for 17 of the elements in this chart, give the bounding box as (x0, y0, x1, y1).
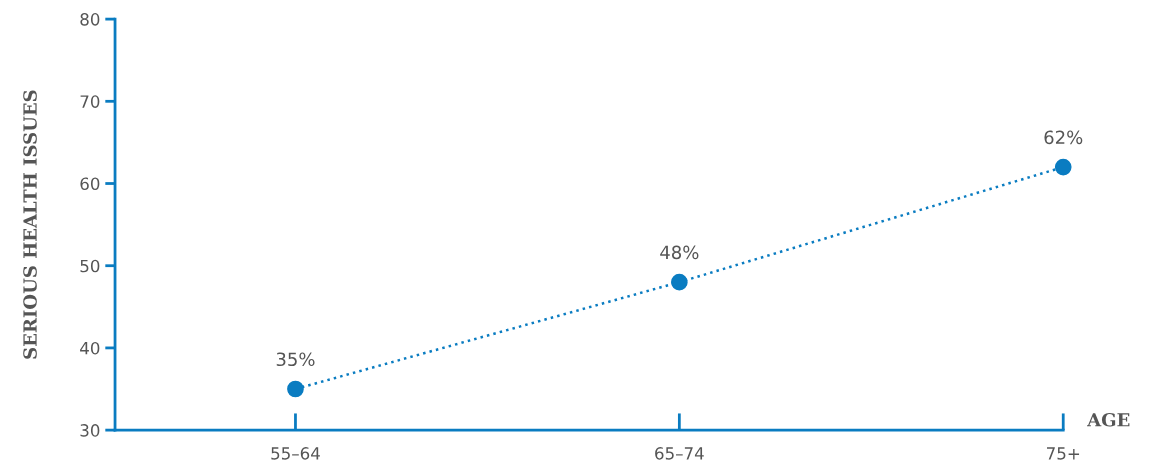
y-tick-label: 50 (80, 259, 100, 273)
point (287, 380, 304, 398)
y-tick-label: 40 (80, 341, 100, 355)
data-label: 35% (276, 352, 315, 367)
x-tick-label: 65–74 (655, 447, 704, 460)
data-label: 48% (660, 245, 699, 260)
y-axis-title: SERIOUS HEALTH ISSUES (23, 90, 37, 359)
y-tick-label: 70 (80, 95, 100, 108)
y-tick-label: 60 (80, 177, 100, 191)
point (1054, 158, 1072, 176)
y-tick-label: 30 (80, 424, 100, 437)
x-tick-label: 75+ (1047, 447, 1080, 460)
x-axis-title: AGE (1087, 412, 1130, 427)
point (671, 273, 688, 291)
y-tick-label: 80 (80, 13, 100, 26)
data-label: 62% (1044, 130, 1083, 145)
x-tick-label: 55–64 (271, 447, 320, 460)
